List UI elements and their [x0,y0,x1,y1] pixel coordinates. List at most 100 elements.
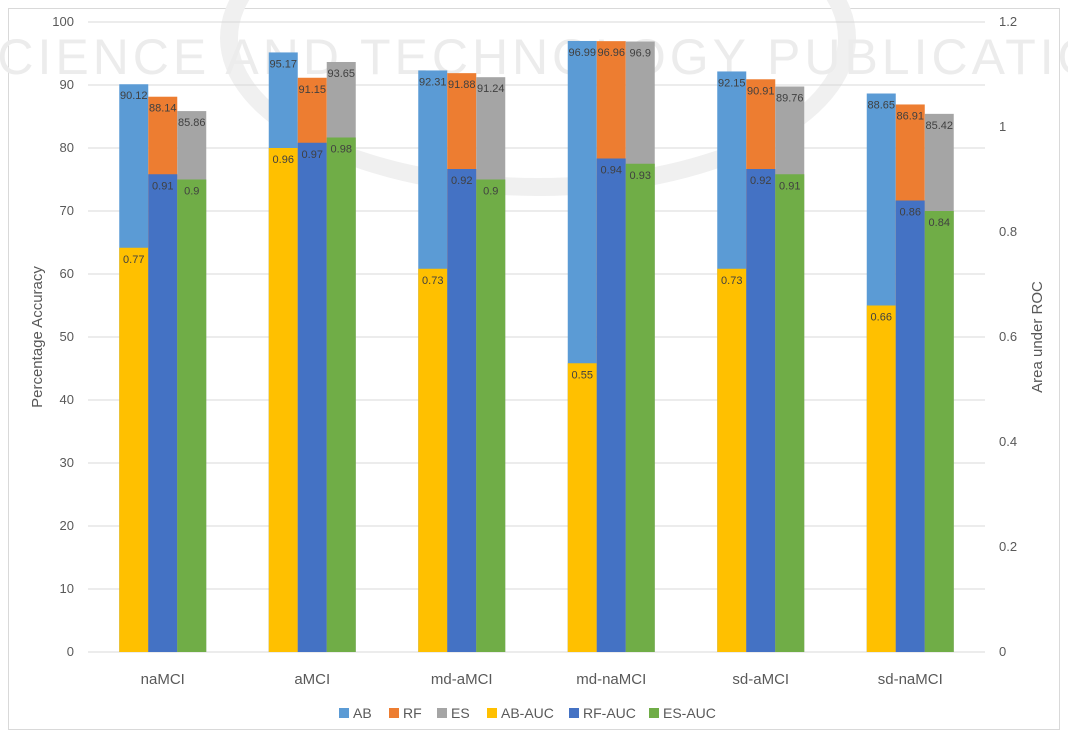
data-label-es: 85.86 [178,117,206,129]
y-tick-right: 0.8 [999,224,1017,239]
data-label-rf-auc: 0.86 [900,207,921,219]
legend-label: RF-AUC [583,705,636,721]
data-label-rf: 91.88 [448,79,476,91]
y-tick-left: 20 [60,518,74,533]
y-tick-right: 1.2 [999,14,1017,29]
data-label-rf: 90.91 [747,85,775,97]
data-label-es: 85.42 [925,120,953,132]
legend-swatch [487,708,497,718]
legend-label: ES [451,705,470,721]
data-label-rf-auc: 0.92 [750,175,771,187]
legend: AB RF ES AB-AUC RF-AUC ES-AUC [339,705,716,721]
x-tick-label: naMCI [141,671,185,688]
y-tick-left: 30 [60,455,74,470]
bar-rf-auc [297,142,327,652]
data-label-ab-auc: 0.73 [721,275,742,287]
data-labels: 90.12 95.17 92.31 96.99 92.15 88.65 88.14 91.15… [120,47,953,381]
data-label-rf-auc: 0.91 [152,180,173,192]
legend-label: RF [403,705,422,721]
data-label-ab: 88.65 [867,100,895,112]
legend-label: AB [353,705,372,721]
data-label-rf: 96.96 [597,47,625,59]
y-tick-left: 10 [60,581,74,596]
data-label-rf: 88.14 [149,103,177,115]
y-tick-left: 70 [60,203,74,218]
y-axis-title-right: Area under ROC [1029,281,1046,393]
data-label-rf-auc: 0.97 [302,149,323,161]
y-tick-left: 90 [60,77,74,92]
data-label-es-auc: 0.9 [184,186,199,198]
chart-frame [8,8,1060,730]
y-tick-left: 40 [60,392,74,407]
data-label-ab: 90.12 [120,90,148,102]
y-tick-right: 0.6 [999,329,1017,344]
bar-ab-auc [268,148,298,652]
y-tick-left: 50 [60,329,74,344]
bar-rf-auc [746,169,776,652]
data-label-es: 91.24 [477,83,505,95]
data-label-rf-auc: 0.94 [601,165,622,177]
bar-rf-auc [895,200,925,652]
bar-es-auc [326,137,356,652]
y-tick-right: 1 [999,119,1006,134]
x-tick-label: md-aMCI [431,671,493,688]
data-label-rf: 91.15 [298,84,326,96]
bar-ab-auc [119,247,149,652]
data-label-ab-auc: 0.73 [422,275,443,287]
data-label-ab-auc: 0.96 [273,154,294,166]
bar-rf-auc [596,158,626,652]
data-label-ab-auc: 0.55 [572,369,593,381]
bar-es-auc [775,174,805,652]
legend-label: AB-AUC [501,705,554,721]
bar-ab-auc [717,268,747,652]
y-axis-title-left: Percentage Accuracy [29,266,46,408]
y-tick-left: 80 [60,140,74,155]
x-tick-label: sd-naMCI [878,671,943,688]
data-label-ab: 95.17 [269,58,297,70]
bar-es-auc [476,179,506,652]
legend-swatch [649,708,659,718]
bar-ab-auc [866,305,896,652]
x-tick-label: md-naMCI [576,671,646,688]
data-label-es-auc: 0.98 [331,144,352,156]
legend-swatch [569,708,579,718]
legend-label: ES-AUC [663,705,716,721]
bar-es-auc [625,163,655,652]
data-label-ab-auc: 0.77 [123,254,144,266]
data-label-ab: 96.99 [568,47,596,59]
data-label-es-auc: 0.84 [929,217,950,229]
data-label-ab: 92.15 [718,77,746,89]
bar-rf-auc [148,174,178,652]
bar-rf-auc [447,169,477,652]
data-label-ab: 92.31 [419,76,447,88]
data-label-es: 96.9 [630,48,651,60]
bar-ab-auc [418,268,448,652]
y-tick-left: 60 [60,266,74,281]
bar-es-auc [177,179,207,652]
data-label-es: 89.76 [776,93,804,105]
bar-es-auc [924,211,954,652]
x-tick-label: aMCI [294,671,330,688]
data-label-es-auc: 0.9 [483,186,498,198]
legend-swatch [339,708,349,718]
axes: 0 10 20 30 40 50 60 70 80 90 100 0 0.2 0.4 0.6 0.8 1 1.2 n… [52,14,1017,688]
legend-swatch [389,708,399,718]
y-tick-right: 0.4 [999,434,1017,449]
data-label-es-auc: 0.91 [779,180,800,192]
y-tick-right: 0 [999,644,1006,659]
legend-swatch [437,708,447,718]
y-tick-left: 0 [67,644,74,659]
x-tick-label: sd-aMCI [732,671,789,688]
data-label-es-auc: 0.93 [630,170,651,182]
accuracy-bars [119,40,954,653]
y-tick-left: 100 [52,14,74,29]
data-label-ab-auc: 0.66 [871,312,892,324]
bar-ab-auc [567,363,597,652]
data-label-es: 93.65 [327,68,355,80]
auc-bars [119,137,954,652]
data-label-rf-auc: 0.92 [451,175,472,187]
data-label-rf: 86.91 [896,110,924,122]
y-tick-right: 0.2 [999,539,1017,554]
gridlines [88,21,985,653]
